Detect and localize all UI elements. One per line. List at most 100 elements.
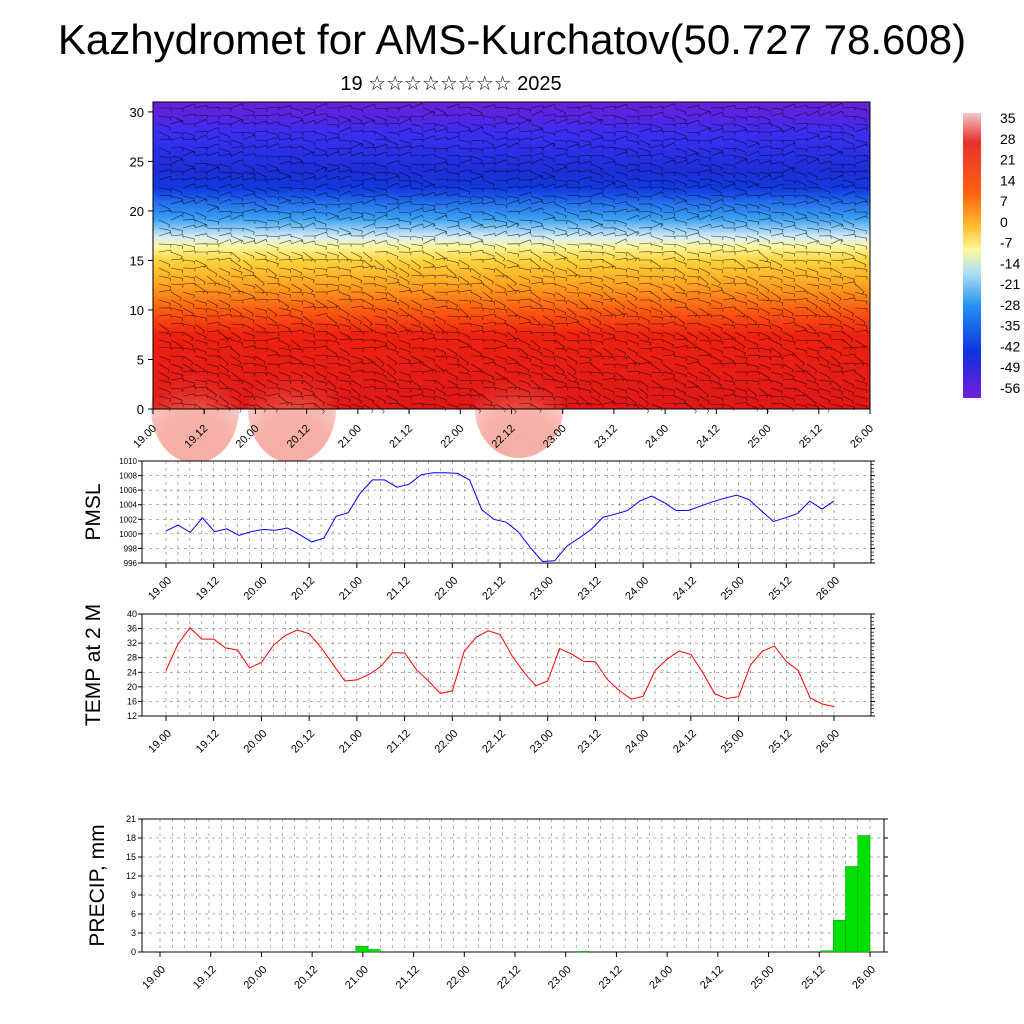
wind-barb [170,299,182,309]
wind-barb [734,282,748,287]
wind-barb [494,251,506,262]
wind-barb [506,107,520,112]
wind-barb [470,387,481,398]
wind-barb [278,239,292,245]
wind-barb [830,163,844,168]
wind-barb [434,257,448,261]
wind-barb [530,339,541,351]
wind-barb [362,195,376,200]
wind-barb [278,223,292,229]
wind-barb [470,147,484,153]
x-tick-label: 21.12 [387,423,415,451]
wind-barb [638,147,651,155]
wind-barb [722,115,736,122]
wind-barb [530,267,544,273]
wind-barb [362,361,376,366]
wind-barb [470,403,482,414]
wind-barb [734,249,748,254]
wind-barb [350,179,364,185]
wind-barb [638,291,652,295]
wind-barb [410,179,423,187]
wind-barb [626,139,640,146]
wind-barb [206,395,219,404]
wind-barb [206,187,219,195]
wind-barb [698,403,710,414]
wind-barb [446,275,460,282]
wind-barb [794,363,805,374]
wind-barb [686,297,700,302]
wind-barb [686,184,700,189]
wind-barb [746,275,758,285]
wind-barb [446,315,460,320]
wind-barb [290,371,303,379]
wind-barb [350,216,364,221]
wind-barb [266,143,280,149]
wind-barb [590,339,604,346]
wind-barb [254,395,267,403]
wind-barb [806,186,820,191]
wind-barb [398,275,410,285]
wind-barb [746,291,759,299]
wind-barb [206,243,220,248]
wind-barb [734,107,748,113]
y-tick-label: 12 [127,711,137,721]
wind-barb [746,347,760,352]
wind-barb [350,227,363,235]
wind-barb [242,323,254,333]
wind-barb [350,355,363,363]
precip-bar [820,950,834,953]
wind-barb [782,115,795,123]
wind-barb [530,147,544,151]
wind-barb [218,171,232,176]
wind-barb [830,379,842,390]
wind-barb [242,227,255,236]
wind-barb [782,275,795,282]
wind-barb [830,387,843,395]
colorbar-label: 7 [1000,193,1008,209]
wind-barb [170,355,184,360]
wind-barb [482,275,494,285]
wind-barb [698,323,711,332]
wind-barb [710,163,723,171]
wind-barb [242,163,255,172]
wind-barb [362,265,376,269]
wind-barb [458,331,471,340]
wind-barb [374,275,387,283]
wind-barb [542,339,556,344]
wind-barb [230,251,241,263]
wind-barb [230,347,241,359]
wind-barb [698,395,710,405]
wind-barb [230,323,244,328]
wind-barb [482,299,496,305]
wind-barb [746,171,759,178]
wind-barb [590,187,604,193]
wind-barb [662,299,676,303]
wind-barb [230,183,244,189]
wind-barb [302,187,316,193]
wind-barb [542,291,555,298]
wind-barb [758,107,771,114]
wind-barb [218,163,231,170]
wind-barb [206,219,220,225]
wind-barb [650,251,664,256]
wind-barb [518,130,532,134]
wind-barb [410,187,424,193]
wind-barb [218,267,231,276]
wind-barb [722,346,736,350]
wind-barb [854,371,866,382]
wind-barb [506,199,520,205]
wind-barb [710,216,724,221]
wind-barb [302,371,314,381]
wind-barb [638,139,651,148]
wind-barb [170,331,184,336]
wind-barb [542,355,556,361]
wind-barb [662,179,675,186]
wind-barb [566,299,578,309]
wind-barb [518,283,531,291]
wind-barb [158,339,171,346]
wind-barb [470,291,482,301]
wind-barb [758,192,772,197]
wind-barb [278,330,292,335]
wind-barb [230,283,241,294]
wind-barb [590,363,601,374]
